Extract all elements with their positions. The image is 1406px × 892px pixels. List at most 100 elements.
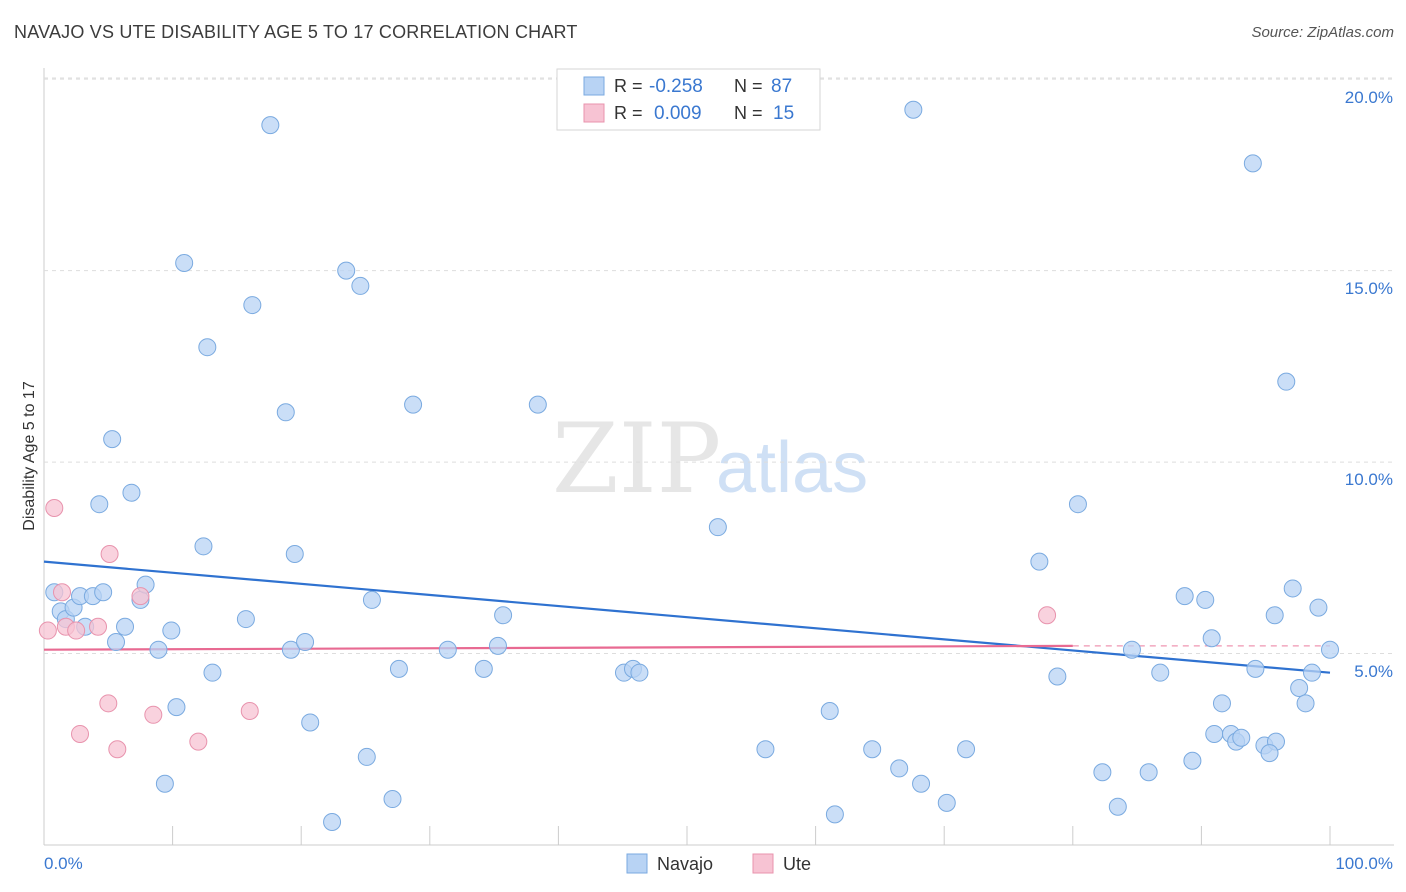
- y-tick-label-10: 10.0%: [1345, 470, 1393, 489]
- navajo-point-66: [1183, 751, 1202, 770]
- navajo-point-49: [820, 701, 839, 720]
- ute-r-label: R =: [614, 103, 643, 123]
- navajo-point-60: [1093, 763, 1112, 782]
- ute-point-6: [99, 694, 118, 713]
- navajo-point-73: [1232, 728, 1251, 747]
- navajo-point-57: [1030, 552, 1049, 571]
- ute-r-value: 0.009: [654, 103, 702, 124]
- navajo-point-38: [404, 395, 423, 414]
- ute-point-2: [53, 583, 72, 602]
- navajo-point-7: [90, 495, 109, 514]
- legend-navajo-swatch: [626, 853, 648, 874]
- navajo-point-27: [281, 640, 300, 659]
- navajo-point-37: [389, 659, 408, 678]
- navajo-point-53: [904, 100, 923, 119]
- navajo-point-84: [1302, 663, 1321, 682]
- navajo-point-39: [438, 640, 457, 659]
- y-tick-label-5: 5.0%: [1354, 662, 1393, 681]
- ute-n-label: N =: [734, 103, 763, 123]
- ute-point-1: [45, 499, 64, 518]
- ute-point-7: [71, 724, 90, 743]
- navajo-point-74: [1246, 659, 1265, 678]
- navajo-point-12: [122, 483, 141, 502]
- ute-swatch: [583, 103, 605, 123]
- navajo-point-59: [1068, 495, 1087, 514]
- ute-point-13: [240, 701, 259, 720]
- ute-point-12: [189, 732, 208, 751]
- navajo-point-67: [1196, 590, 1215, 609]
- chart-title: NAVAJO VS UTE DISABILITY AGE 5 TO 17 COR…: [14, 22, 578, 42]
- ute-n-value: 15: [773, 103, 794, 124]
- legend-navajo-label: Navajo: [657, 854, 713, 874]
- navajo-point-63: [1139, 763, 1158, 782]
- watermark-atlas: atlas: [716, 428, 868, 508]
- navajo-point-48: [756, 740, 775, 759]
- legend-ute-label: Ute: [783, 854, 811, 874]
- navajo-point-79: [1265, 606, 1284, 625]
- navajo-n-label: N =: [734, 76, 763, 96]
- navajo-point-83: [1296, 694, 1315, 713]
- ute-trend-line: [43, 644, 1073, 651]
- navajo-point-28: [285, 544, 304, 563]
- navajo-point-10: [107, 633, 126, 652]
- navajo-point-54: [912, 774, 931, 793]
- navajo-point-30: [301, 713, 320, 732]
- navajo-point-16: [155, 774, 174, 793]
- navajo-point-20: [194, 537, 213, 556]
- navajo-point-85: [1309, 598, 1328, 617]
- ute-point-9: [108, 740, 127, 759]
- navajo-r-value: -0.258: [649, 76, 703, 97]
- navajo-point-61: [1108, 797, 1127, 816]
- navajo-point-17: [162, 621, 181, 640]
- y-axis-label: Disability Age 5 to 17: [21, 381, 38, 531]
- navajo-trend-line: [43, 560, 1331, 674]
- grid: [44, 77, 1394, 655]
- data-points: [38, 100, 1339, 832]
- navajo-point-18: [167, 698, 186, 717]
- navajo-point-23: [236, 610, 255, 629]
- navajo-point-33: [351, 276, 370, 295]
- navajo-point-77: [1260, 744, 1279, 763]
- stats-legend: R = -0.258 N = 87 R = 0.009 N = 15: [556, 68, 821, 131]
- navajo-point-46: [630, 663, 649, 682]
- navajo-point-25: [261, 116, 280, 135]
- navajo-point-22: [203, 663, 222, 682]
- x-tick-label-0: 0.0%: [44, 854, 83, 873]
- y-tick-label-20: 20.0%: [1345, 88, 1393, 107]
- y-tick-label-15: 15.0%: [1345, 279, 1393, 298]
- navajo-point-43: [528, 395, 547, 414]
- navajo-point-55: [937, 793, 956, 812]
- ute-point-8: [100, 544, 119, 563]
- navajo-point-52: [890, 759, 909, 778]
- navajo-point-50: [825, 805, 844, 824]
- x-tick-label-100: 100.0%: [1335, 854, 1393, 873]
- navajo-point-68: [1202, 629, 1221, 648]
- navajo-point-47: [708, 518, 727, 537]
- navajo-point-19: [175, 253, 194, 272]
- navajo-point-58: [1048, 667, 1067, 686]
- navajo-point-9: [103, 430, 122, 449]
- ute-point-10: [131, 587, 150, 606]
- navajo-point-11: [116, 617, 135, 636]
- navajo-point-32: [337, 261, 356, 280]
- navajo-point-21: [198, 338, 217, 357]
- series-legend: Navajo Ute: [626, 853, 811, 874]
- navajo-swatch: [583, 76, 605, 96]
- source-label: Source: ZipAtlas.com: [1251, 24, 1394, 41]
- navajo-point-42: [494, 606, 513, 625]
- watermark-zip: ZIP: [552, 403, 721, 515]
- navajo-point-34: [357, 747, 376, 766]
- ute-point-11: [144, 705, 163, 724]
- navajo-point-82: [1290, 679, 1309, 697]
- navajo-point-64: [1151, 663, 1170, 682]
- navajo-point-81: [1283, 579, 1302, 598]
- navajo-r-label: R =: [614, 76, 643, 96]
- navajo-point-78: [1243, 154, 1262, 173]
- ute-point-4: [67, 621, 86, 640]
- navajo-point-41: [488, 636, 507, 655]
- navajo-point-65: [1175, 587, 1194, 606]
- navajo-n-value: 87: [771, 76, 792, 97]
- navajo-point-80: [1277, 372, 1296, 391]
- navajo-point-56: [957, 740, 976, 759]
- trend-lines: [43, 560, 1331, 674]
